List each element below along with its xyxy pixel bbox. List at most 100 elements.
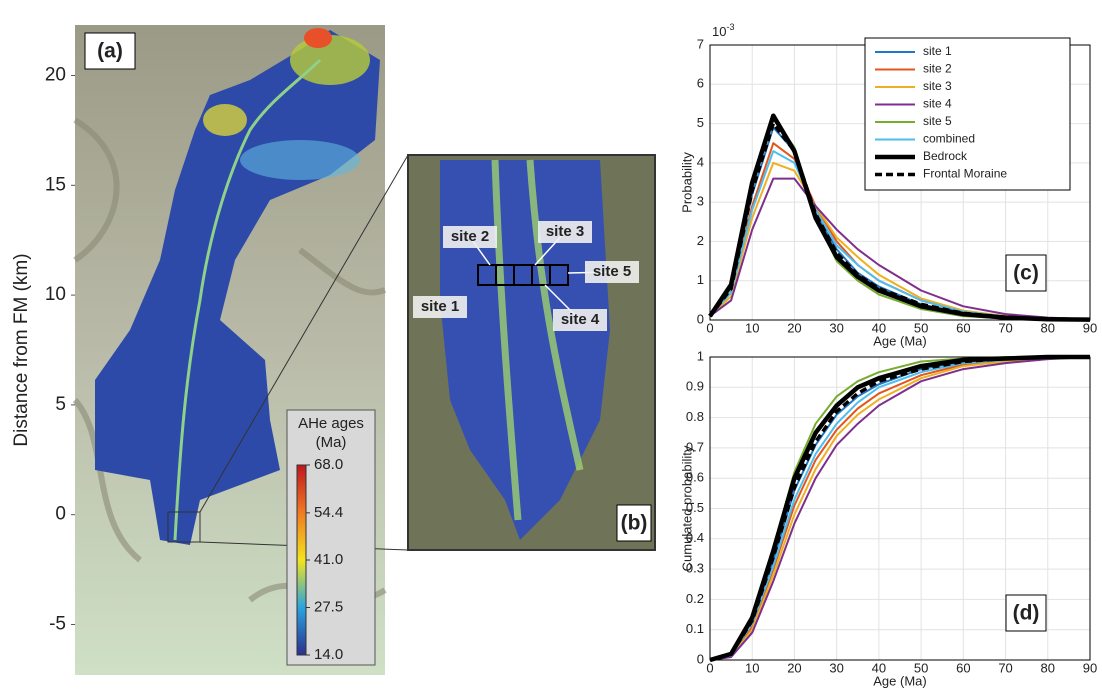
- x-tick-label: 60: [956, 660, 970, 675]
- legend-label: site 5: [923, 114, 952, 128]
- age-patch: [203, 104, 247, 136]
- y-tick-label: 4: [697, 154, 704, 169]
- colorbar-tick-label: 41.0: [314, 551, 343, 568]
- x-tick-label: 90: [1083, 320, 1097, 335]
- site-box: [549, 264, 569, 286]
- y-tick-label: 10: [45, 284, 66, 305]
- panel-label-box: [1005, 594, 1047, 632]
- y-tick-label: 0.4: [686, 530, 704, 545]
- y-tick-label: 0: [55, 504, 66, 525]
- x-axis-label: Age (Ma): [873, 333, 926, 348]
- x-tick-label: 70: [998, 320, 1012, 335]
- site-label: site 3: [546, 223, 584, 240]
- x-tick-label: 90: [1083, 660, 1097, 675]
- x-tick-label: 0: [706, 320, 713, 335]
- legend-box: [864, 37, 1071, 191]
- y-tick-label: 7: [697, 36, 704, 51]
- y-tick-label: 0.8: [686, 409, 704, 424]
- site-label: site 4: [561, 311, 600, 328]
- x-axis-label: Age (Ma): [873, 673, 926, 688]
- x-tick-label: 20: [787, 660, 801, 675]
- x-tick-label: 20: [787, 320, 801, 335]
- y-tick-label: 1: [697, 272, 704, 287]
- panel-label: (b): [621, 512, 648, 535]
- y-tick-label: 15: [45, 174, 66, 195]
- colorbar-scale: [296, 464, 307, 656]
- x-tick-label: 80: [1041, 320, 1055, 335]
- x-tick-label: 60: [956, 320, 970, 335]
- connector: [199, 154, 409, 513]
- y-axis-label: Distance from FM (km): [11, 253, 32, 446]
- legend-label: site 3: [923, 79, 952, 93]
- y-tick-label: 0.1: [686, 621, 704, 636]
- y-tick-label: 0.7: [686, 439, 704, 454]
- age-patch: [304, 28, 332, 48]
- y-tick-label: 0.3: [686, 561, 704, 576]
- x-tick-label: 10: [745, 320, 759, 335]
- age-patch: [290, 35, 370, 85]
- series-line: [709, 356, 1091, 661]
- legend-label: site 2: [923, 62, 952, 76]
- y-tick-label: 0: [697, 311, 704, 326]
- colorbar-title: AHe ages: [298, 415, 364, 432]
- panel-label: (a): [97, 40, 123, 63]
- x-tick-label: 40: [872, 660, 886, 675]
- y-tick-label: 0.9: [686, 379, 704, 394]
- y-scale-exponent: -3: [726, 22, 734, 32]
- x-tick-label: 30: [829, 660, 843, 675]
- y-tick-label: 5: [55, 394, 66, 415]
- x-tick-label: 10: [745, 660, 759, 675]
- x-tick-label: 0: [706, 660, 713, 675]
- y-tick-label: 0.5: [686, 500, 704, 515]
- series-line: [709, 177, 1091, 321]
- x-tick-label: 80: [1041, 660, 1055, 675]
- x-tick-label: 40: [872, 320, 886, 335]
- y-tick-label: 0.2: [686, 591, 704, 606]
- inset-stream: [491, 159, 584, 521]
- x-tick-label: 30: [829, 320, 843, 335]
- colorbar-tick-label: 27.5: [314, 598, 343, 615]
- legend-label: combined: [923, 132, 975, 146]
- site-label-box: [413, 296, 467, 318]
- site-label: site 2: [451, 228, 489, 245]
- series-line: [709, 355, 1090, 662]
- inset-box: [167, 511, 201, 543]
- panel-label-box: [616, 504, 652, 542]
- legend-label: site 1: [923, 44, 952, 58]
- site-label: site 1: [421, 298, 459, 315]
- site-label-box: [538, 221, 592, 243]
- y-tick-label: 2: [697, 233, 704, 248]
- panel-label-box: [1005, 254, 1047, 292]
- series-line: [709, 356, 1091, 661]
- colorbar-title: (Ma): [316, 434, 347, 451]
- y-tick-label: 0: [697, 651, 704, 666]
- stream: [173, 58, 322, 541]
- site-label: site 5: [593, 263, 631, 280]
- y-axis-label: Cumulated probability: [679, 445, 694, 571]
- y-tick-label: -5: [49, 614, 66, 635]
- age-patch: [240, 140, 360, 180]
- colorbar-tick-label: 14.0: [314, 646, 343, 663]
- y-scale-factor: 10-3: [712, 22, 734, 39]
- panel-label: (d): [1013, 602, 1040, 625]
- colorbar: [296, 464, 307, 656]
- legend-label: site 4: [923, 97, 952, 111]
- y-tick-label: 6: [697, 76, 704, 91]
- x-tick-label: 50: [914, 660, 928, 675]
- site-label-box: [585, 261, 639, 283]
- panel-label-box: [84, 32, 136, 70]
- y-tick-label: 1: [697, 348, 704, 363]
- y-tick-label: 0.6: [686, 470, 704, 485]
- panel-label: (c): [1013, 262, 1039, 285]
- series-line: [708, 121, 1091, 322]
- legend-label: Bedrock: [923, 149, 968, 163]
- x-tick-label: 70: [998, 660, 1012, 675]
- y-tick-label: 20: [45, 65, 66, 86]
- axes-box: [709, 356, 1091, 661]
- terrain-ridge: [72, 117, 387, 603]
- y-tick-label: 3: [697, 194, 704, 209]
- site-label-box: [553, 309, 607, 331]
- colorbar-tick-label: 54.4: [314, 504, 343, 521]
- y-scale-base: 10: [712, 24, 726, 39]
- site-boxes: [477, 264, 569, 286]
